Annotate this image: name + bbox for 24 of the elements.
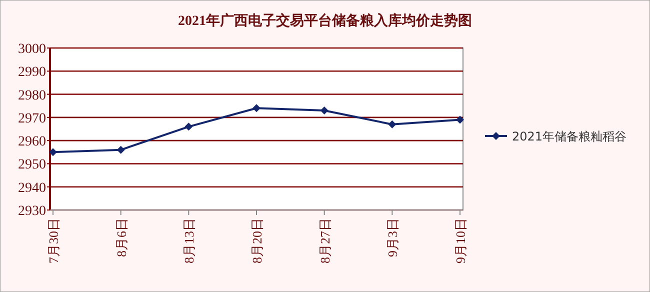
point xyxy=(49,148,57,156)
x-tick-label: 8月27日 xyxy=(317,218,332,264)
x-tick-label: 7月30日 xyxy=(46,218,61,264)
point xyxy=(320,106,328,114)
x-tick-label: 9月10日 xyxy=(453,218,468,264)
y-tick-label: 2930 xyxy=(18,204,46,219)
point xyxy=(388,120,396,128)
y-tick-label: 2970 xyxy=(18,111,46,126)
y-tick-label: 2990 xyxy=(18,65,46,80)
y-tick-label: 2980 xyxy=(18,88,46,104)
legend-label: 2021年储备粮籼稻谷 xyxy=(512,130,627,144)
point xyxy=(456,116,464,124)
y-tick-label: 2950 xyxy=(18,158,46,173)
x-tick-label: 9月3日 xyxy=(385,218,400,257)
x-tick-label: 8月20日 xyxy=(250,218,264,264)
y-tick-label: 3000 xyxy=(18,42,46,57)
y-tick-label: 2960 xyxy=(18,134,46,150)
x-tick-label: 8月6日 xyxy=(114,218,129,257)
x-tick-label: 8月13日 xyxy=(182,218,197,264)
y-tick-label: 2940 xyxy=(18,180,46,196)
point xyxy=(116,146,125,154)
point xyxy=(184,122,193,131)
point xyxy=(252,104,260,112)
title: 2021年广西电子交易平台储备粮入库均价走势图 xyxy=(178,14,472,29)
